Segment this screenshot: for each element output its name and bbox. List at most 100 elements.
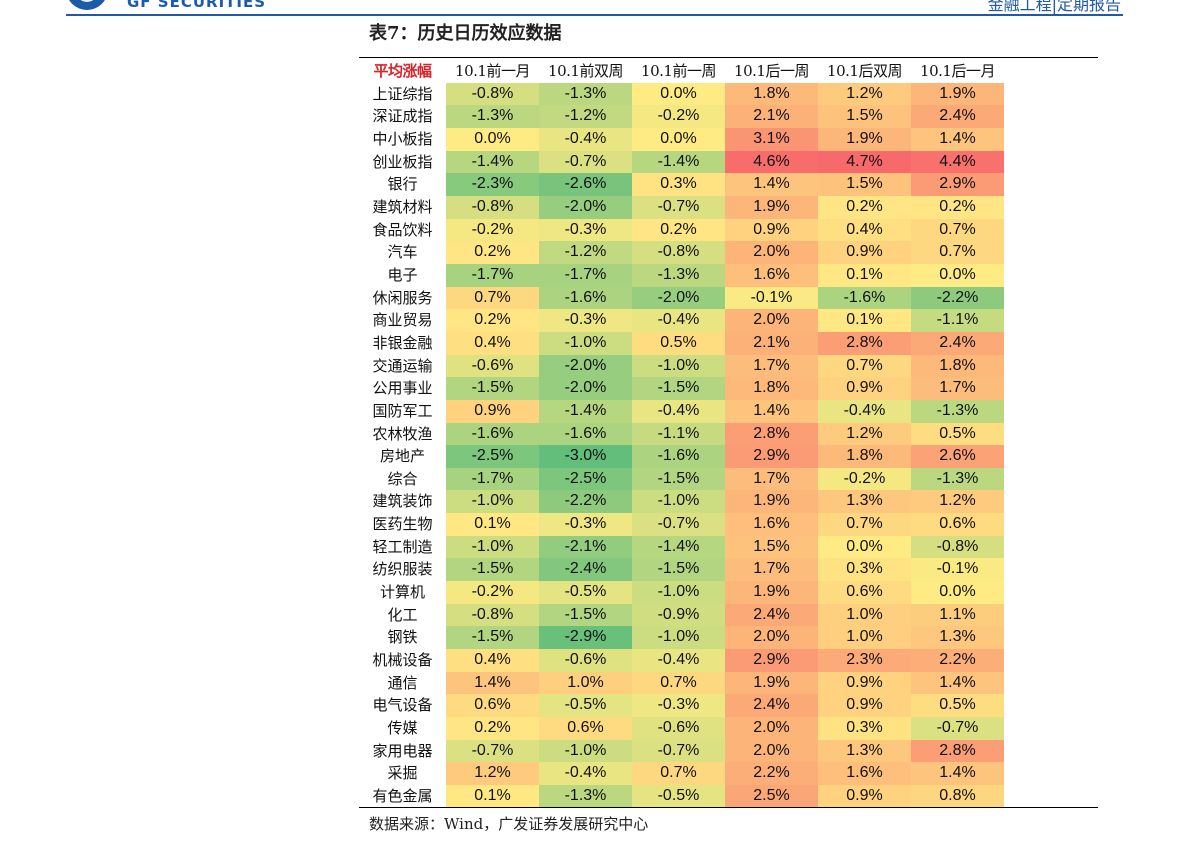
- value-cell: 1.4%: [911, 762, 1004, 785]
- value-cell: 4.4%: [911, 150, 1004, 174]
- row-label: 化工: [387, 605, 418, 624]
- row-label: 综合: [387, 469, 418, 488]
- value-cell: -0.4%: [539, 762, 632, 785]
- value-cell: -1.4%: [446, 150, 539, 174]
- row-label: 休闲服务: [372, 288, 433, 307]
- value-cell: -1.4%: [632, 535, 725, 559]
- value-cell: -1.6%: [539, 286, 632, 310]
- value-cell: -1.3%: [446, 105, 539, 128]
- value-cell: -1.3%: [632, 263, 725, 287]
- value-cell: -1.7%: [539, 263, 632, 287]
- value-cell: 0.7%: [911, 218, 1004, 242]
- value-cell: 2.0%: [725, 309, 818, 332]
- value-cell: 0.0%: [818, 535, 911, 559]
- row-label: 交通运输: [372, 356, 433, 375]
- table-row: 机械设备 0.4% -0.6% -0.4% 2.9% 2.3% 2.2%: [359, 649, 1004, 672]
- value-cell: -1.0%: [632, 626, 725, 650]
- value-cell: 2.1%: [725, 105, 818, 128]
- value-cell: 2.4%: [911, 105, 1004, 128]
- value-cell: -0.6%: [632, 717, 725, 740]
- value-cell: -0.3%: [632, 694, 725, 718]
- column-header: 10.1前一月: [455, 62, 530, 80]
- value-cell: -1.2%: [539, 105, 632, 128]
- value-cell: 0.9%: [818, 694, 911, 718]
- value-cell: 0.7%: [818, 354, 911, 378]
- value-cell: -0.6%: [446, 354, 539, 378]
- value-cell: 1.7%: [911, 377, 1004, 400]
- table-row: 建筑装饰 -1.0% -2.2% -1.0% 1.9% 1.3% 1.2%: [359, 490, 1004, 514]
- value-cell: 0.7%: [632, 762, 725, 785]
- value-cell: -2.0%: [539, 377, 632, 400]
- value-cell: 0.1%: [818, 263, 911, 287]
- table-row: 建筑材料 -0.8% -2.0% -0.7% 1.9% 0.2% 0.2%: [359, 195, 1004, 219]
- value-cell: 0.6%: [818, 581, 911, 604]
- value-cell: 0.9%: [725, 218, 818, 242]
- table-row: 非银金融 0.4% -1.0% 0.5% 2.1% 2.8% 2.4%: [359, 331, 1004, 355]
- value-cell: -0.8%: [446, 603, 539, 627]
- row-label: 上证综指: [372, 84, 433, 103]
- table-row: 传媒 0.2% 0.6% -0.6% 2.0% 0.3% -0.7%: [359, 717, 1004, 740]
- value-cell: -2.5%: [446, 445, 539, 468]
- value-cell: 1.3%: [911, 626, 1004, 650]
- value-cell: -1.5%: [446, 558, 539, 582]
- value-cell: 2.4%: [725, 694, 818, 718]
- value-cell: -1.3%: [911, 467, 1004, 491]
- row-label: 国防军工: [372, 401, 433, 420]
- value-cell: 2.0%: [725, 241, 818, 264]
- value-cell: -0.5%: [632, 785, 725, 808]
- value-cell: -0.1%: [725, 286, 818, 310]
- value-cell: 0.0%: [632, 127, 725, 151]
- value-cell: 1.8%: [911, 354, 1004, 378]
- value-cell: 2.4%: [911, 331, 1004, 355]
- value-cell: 1.4%: [446, 671, 539, 695]
- value-cell: 2.0%: [725, 626, 818, 650]
- column-header: 10.1后双周: [827, 62, 902, 80]
- data-source-note: 数据来源：Wind，广发证券发展研究中心: [369, 815, 649, 833]
- table-row: 医药生物 0.1% -0.3% -0.7% 1.6% 0.7% 0.6%: [359, 513, 1004, 536]
- value-cell: 0.6%: [539, 717, 632, 740]
- value-cell: 2.3%: [818, 649, 911, 672]
- value-cell: -1.3%: [539, 82, 632, 106]
- value-cell: 0.6%: [446, 694, 539, 718]
- table-row: 农林牧渔 -1.6% -1.6% -1.1% 2.8% 1.2% 0.5%: [359, 422, 1004, 446]
- value-cell: -0.3%: [539, 218, 632, 242]
- row-label: 通信: [387, 673, 418, 692]
- table-row: 深证成指 -1.3% -1.2% -0.2% 2.1% 1.5% 2.4%: [359, 105, 1004, 128]
- value-cell: -3.0%: [539, 445, 632, 468]
- table-bottom-rule: [359, 807, 1098, 808]
- report-type-label: 金融工程|定期报告: [987, 0, 1121, 14]
- value-cell: -1.3%: [911, 399, 1004, 423]
- value-cell: -0.7%: [911, 717, 1004, 740]
- row-label: 纺织服装: [372, 560, 433, 579]
- value-cell: 2.0%: [725, 717, 818, 740]
- value-cell: 1.2%: [911, 490, 1004, 514]
- value-cell: 1.4%: [725, 173, 818, 196]
- table-row: 通信 1.4% 1.0% 0.7% 1.9% 0.9% 1.4%: [359, 671, 1004, 695]
- value-cell: 0.4%: [818, 218, 911, 242]
- table-row: 计算机 -0.2% -0.5% -1.0% 1.9% 0.6% 0.0%: [359, 581, 1004, 604]
- column-header: 10.1后一月: [920, 62, 995, 80]
- table-row: 纺织服装 -1.5% -2.4% -1.5% 1.7% 0.3% -0.1%: [359, 558, 1004, 582]
- value-cell: -0.4%: [818, 399, 911, 423]
- value-cell: 1.9%: [725, 195, 818, 219]
- value-cell: -1.7%: [446, 467, 539, 491]
- value-cell: -2.0%: [539, 195, 632, 219]
- table-row: 交通运输 -0.6% -2.0% -1.0% 1.7% 0.7% 1.8%: [359, 354, 1004, 378]
- value-cell: 0.7%: [446, 286, 539, 310]
- table-row: 上证综指 -0.8% -1.3% 0.0% 1.8% 1.2% 1.9%: [359, 82, 1004, 106]
- value-cell: 0.6%: [911, 513, 1004, 536]
- value-cell: 0.2%: [632, 218, 725, 242]
- row-label: 公用事业: [372, 379, 433, 398]
- value-cell: -0.8%: [911, 535, 1004, 559]
- row-label: 家用电器: [372, 741, 433, 760]
- column-header: 10.1前一周: [641, 62, 716, 80]
- value-cell: 0.3%: [632, 173, 725, 196]
- value-cell: -1.5%: [632, 558, 725, 582]
- value-cell: 2.8%: [818, 331, 911, 355]
- value-cell: 0.1%: [818, 309, 911, 332]
- report-header: GF SECURITIES 金融工程|定期报告: [0, 0, 1191, 16]
- table-row: 有色金属 0.1% -1.3% -0.5% 2.5% 0.9% 0.8%: [359, 785, 1004, 808]
- value-cell: 1.7%: [725, 354, 818, 378]
- table-row: 电气设备 0.6% -0.5% -0.3% 2.4% 0.9% 0.5%: [359, 694, 1004, 718]
- value-cell: 0.2%: [446, 717, 539, 740]
